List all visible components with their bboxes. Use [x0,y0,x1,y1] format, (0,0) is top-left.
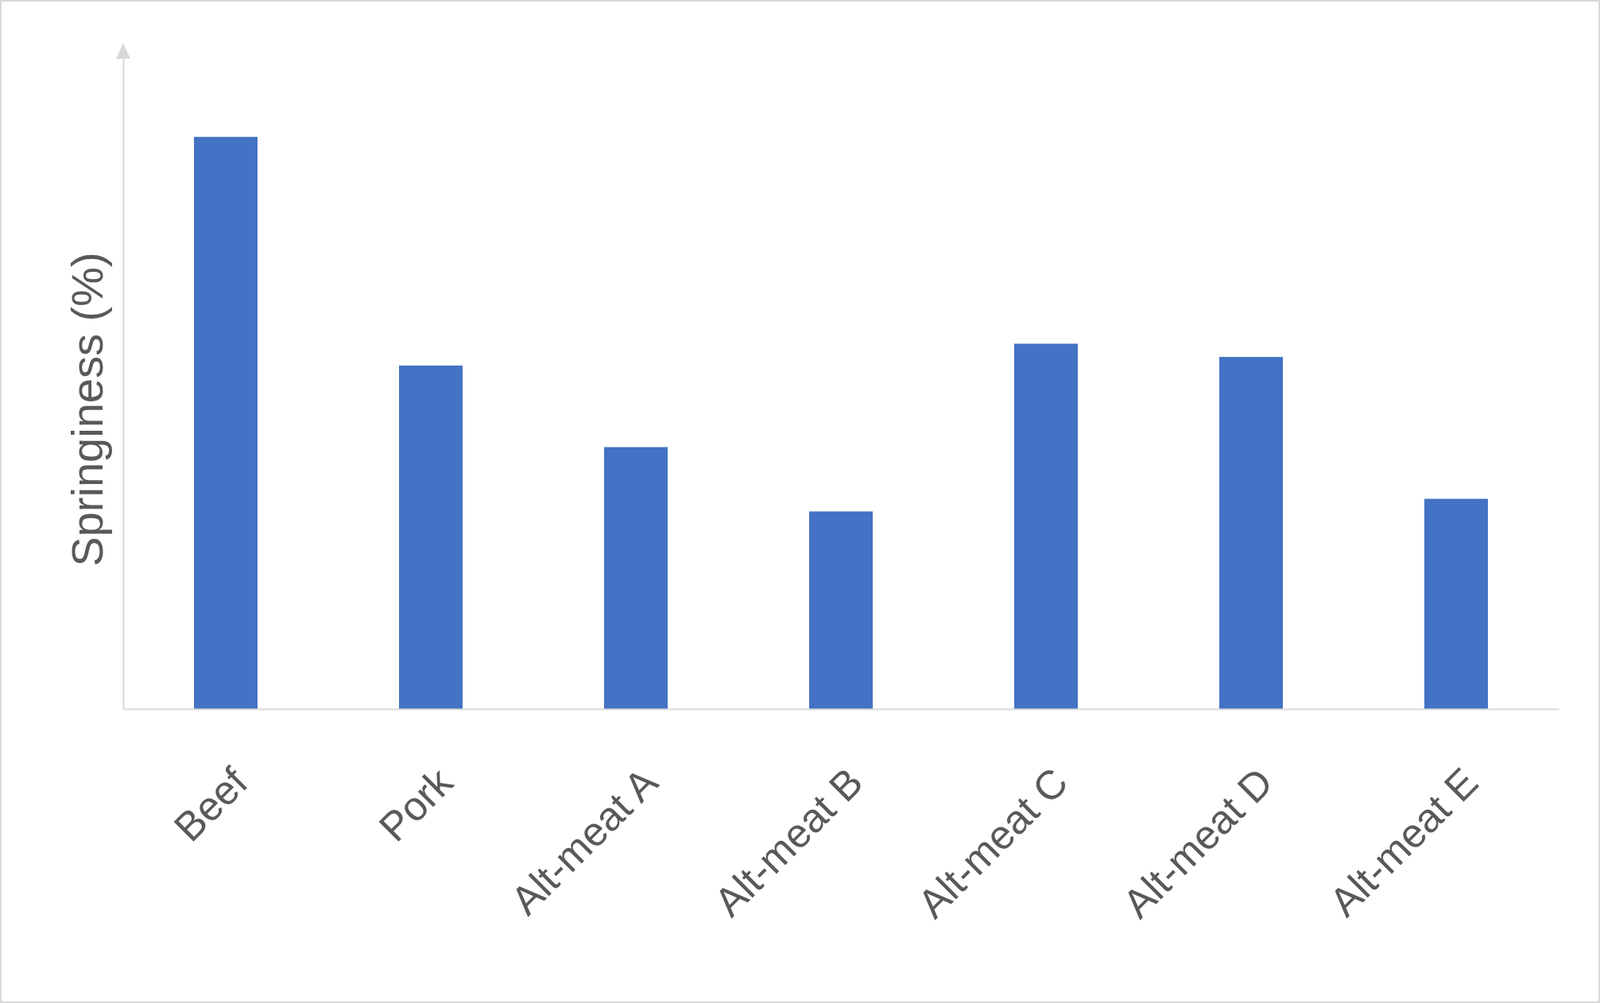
y-axis-arrow [116,42,131,59]
bar [1424,499,1488,709]
x-tick: Alt-meat C [909,708,1077,927]
frame [0,0,1600,1003]
x-tick: Pork [370,708,462,851]
x-tick: Alt-meat A [502,708,667,924]
x-tick-label: Pork [370,759,462,851]
x-tick: Alt-meat E [1321,708,1488,926]
x-axis-line [123,708,1560,711]
x-tick: Alt-meat B [705,708,872,926]
x-tick-label: Alt-meat A [502,759,667,924]
x-tick: Beef [165,708,257,851]
bar [1219,356,1283,709]
bar [604,447,668,709]
x-tick-label: Alt-meat E [1321,759,1488,926]
bar [1014,343,1078,709]
x-tick-label: Alt-meat B [705,759,872,926]
bar [399,365,463,709]
bars [193,136,1488,709]
y-axis-line [123,46,125,710]
x-tick-label: Alt-meat D [1114,759,1283,927]
x-tick: Alt-meat D [1114,708,1283,927]
y-axis-title: Springiness (%) [61,251,113,566]
bar [193,136,258,709]
y-axis [123,46,124,710]
x-tick-label: Beef [165,759,257,851]
x-axis: BeefPorkAlt-meat AAlt-meat BAlt-meat CAl… [123,708,1560,927]
chart: BeefPorkAlt-meat AAlt-meat BAlt-meat CAl… [0,0,1600,1003]
x-tick-label: Alt-meat C [909,759,1077,927]
bar [809,511,873,709]
